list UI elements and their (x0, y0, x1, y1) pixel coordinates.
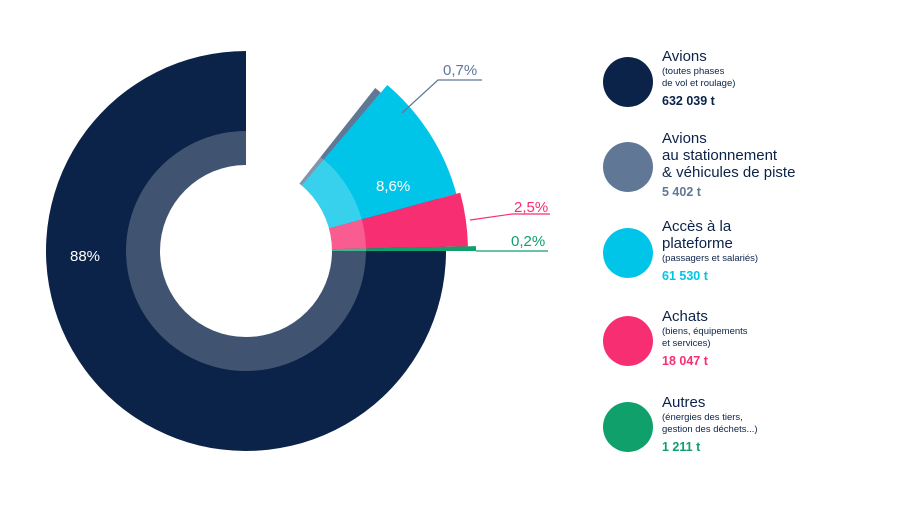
legend-text: Accès à la plateforme (passagers et sala… (662, 218, 892, 284)
legend-value: 18 047 t (662, 354, 708, 368)
legend-value: 61 530 t (662, 269, 708, 283)
legend-title: Achats (662, 308, 708, 325)
pct-label-achats: 2,5% (514, 199, 548, 216)
legend-dot (603, 316, 653, 366)
legend-text: Autres (énergies des tiers, gestion des … (662, 394, 892, 455)
leader-stationnement (401, 79, 482, 114)
legend-title: Autres (662, 394, 706, 411)
legend-subtitle: (passagers et salariés) (662, 253, 759, 264)
legend-dot (603, 402, 653, 452)
leader-achats (469, 213, 550, 221)
legend-subtitle: (biens, équipements et services) (662, 326, 748, 349)
legend-subtitle: (toutes phases de vol et roulage) (662, 66, 736, 89)
legend-title: Accès à la plateforme (662, 218, 733, 252)
legend-dot (603, 228, 653, 278)
legend-subtitle: (énergies des tiers, gestion des déchets… (662, 412, 758, 435)
legend-value: 1 211 t (662, 440, 701, 454)
legend-value: 632 039 t (662, 94, 715, 108)
donut-hole (160, 165, 332, 337)
legend-text: Achats (biens, équipements et services) … (662, 308, 892, 369)
pct-label-stationnement: 0,7% (443, 62, 477, 79)
pct-label-acces: 8,6% (376, 178, 410, 195)
legend-title: Avions au stationnement & véhicules de p… (662, 130, 796, 181)
pct-label-autres: 0,2% (511, 233, 545, 250)
legend-dot (603, 57, 653, 107)
percentage-labels: 88% 0,7% 8,6% 2,5% 0,2% (70, 62, 548, 265)
legend-title: Avions (662, 48, 707, 65)
legend-text: Avions au stationnement & véhicules de p… (662, 130, 892, 200)
leader-lines (401, 79, 550, 252)
legend-dot (603, 142, 653, 192)
legend-value: 5 402 t (662, 185, 701, 199)
pct-label-avions: 88% (70, 248, 100, 265)
legend-text: Avions (toutes phases de vol et roulage)… (662, 48, 892, 109)
